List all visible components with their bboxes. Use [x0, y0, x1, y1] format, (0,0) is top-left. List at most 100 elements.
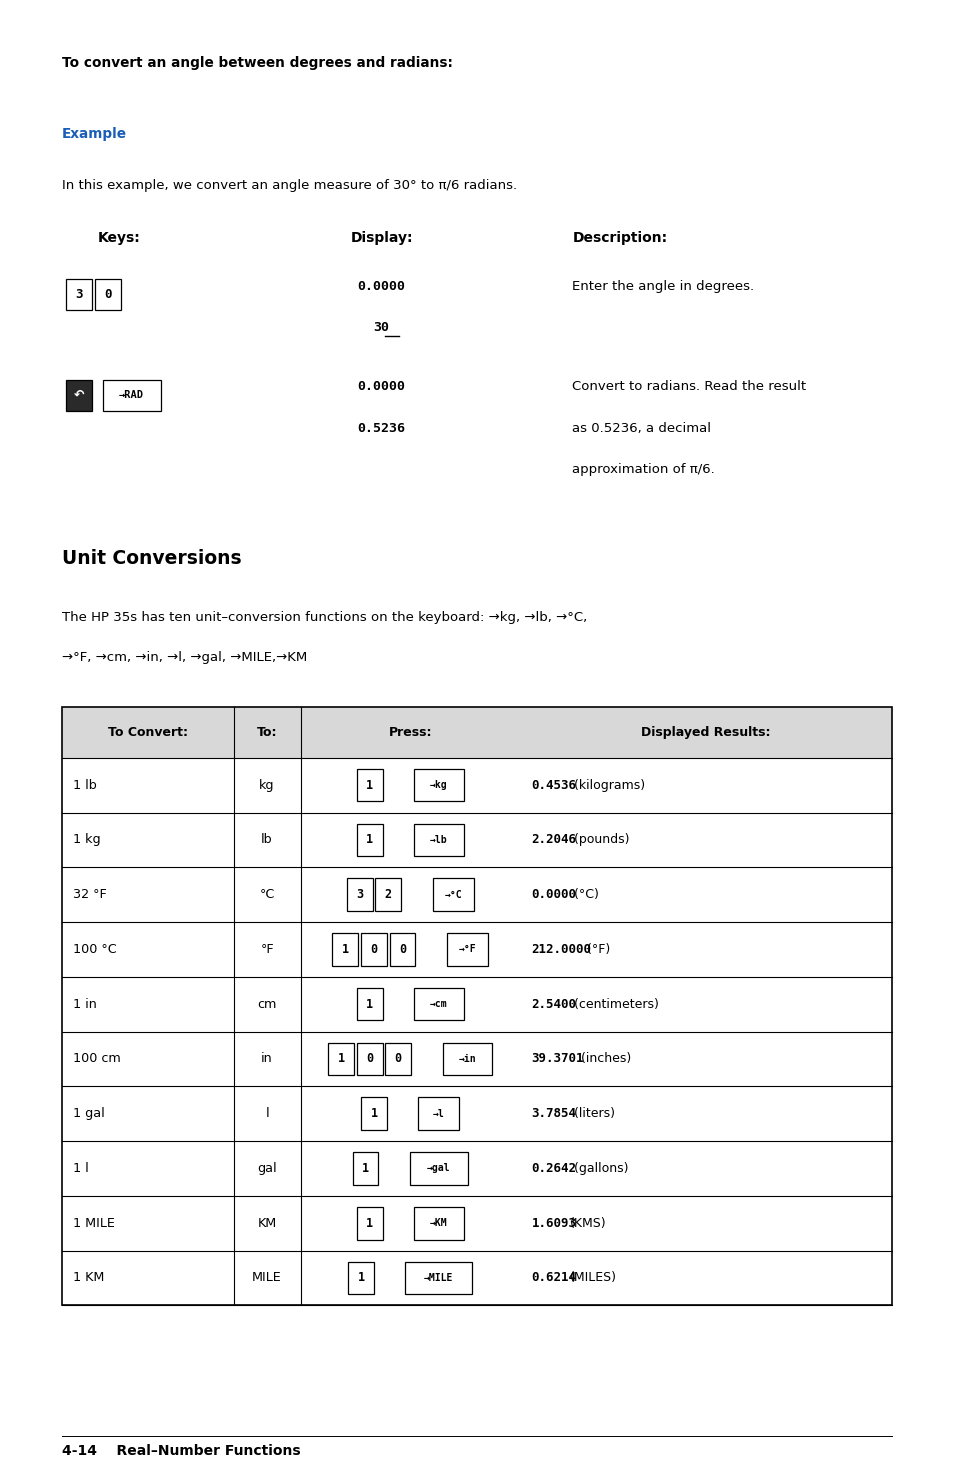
Text: To convert an angle between degrees and radians:: To convert an angle between degrees and …: [62, 56, 453, 70]
Text: 1: 1: [361, 1162, 369, 1175]
Text: 0.0000: 0.0000: [357, 280, 405, 293]
Text: 0.6214: 0.6214: [531, 1271, 576, 1285]
Text: 39.3701: 39.3701: [531, 1052, 583, 1066]
Text: 1 lb: 1 lb: [73, 778, 97, 792]
Text: 100 cm: 100 cm: [73, 1052, 121, 1066]
FancyBboxPatch shape: [442, 1043, 492, 1076]
Text: °F: °F: [260, 943, 274, 956]
Text: (pounds): (pounds): [570, 833, 629, 847]
Text: →°F, →cm, →in, →l, →gal, →MILE,→KM: →°F, →cm, →in, →l, →gal, →MILE,→KM: [62, 651, 307, 665]
Text: →l: →l: [433, 1109, 444, 1119]
Text: 1 KM: 1 KM: [73, 1271, 105, 1285]
Text: The HP 35s has ten unit–conversion functions on the keyboard: →kg, →lb, →°C,: The HP 35s has ten unit–conversion funct…: [62, 611, 587, 625]
FancyBboxPatch shape: [361, 934, 387, 966]
Text: Enter the angle in degrees.: Enter the angle in degrees.: [572, 280, 754, 293]
Text: 0: 0: [395, 1052, 401, 1066]
Text: 1: 1: [366, 833, 373, 847]
Text: 1 l: 1 l: [73, 1162, 90, 1175]
Text: kg: kg: [259, 778, 274, 792]
Text: →MILE: →MILE: [424, 1273, 453, 1283]
Text: 0: 0: [370, 943, 377, 956]
FancyBboxPatch shape: [356, 770, 382, 802]
FancyBboxPatch shape: [414, 989, 463, 1021]
Text: 0: 0: [366, 1052, 373, 1066]
Text: Keys:: Keys:: [98, 231, 140, 244]
Text: (centimeters): (centimeters): [570, 998, 659, 1011]
Text: (MILES): (MILES): [570, 1271, 617, 1285]
FancyBboxPatch shape: [103, 380, 160, 411]
Text: approximation of π/6.: approximation of π/6.: [572, 463, 715, 477]
Text: 0: 0: [398, 943, 406, 956]
Text: 3: 3: [75, 289, 83, 300]
Text: 1: 1: [366, 998, 373, 1011]
FancyBboxPatch shape: [360, 1098, 387, 1131]
Text: 1: 1: [337, 1052, 344, 1066]
Text: 100 °C: 100 °C: [73, 943, 117, 956]
Text: (gallons): (gallons): [570, 1162, 628, 1175]
Text: 1.6093: 1.6093: [531, 1217, 576, 1230]
Text: →cm: →cm: [430, 999, 447, 1009]
Text: →in: →in: [458, 1054, 476, 1064]
FancyBboxPatch shape: [347, 879, 373, 912]
Text: MILE: MILE: [252, 1271, 282, 1285]
Text: as 0.5236, a decimal: as 0.5236, a decimal: [572, 422, 711, 435]
Text: KM: KM: [257, 1217, 276, 1230]
Text: ↶: ↶: [73, 389, 85, 401]
Text: l: l: [265, 1107, 269, 1120]
Text: Unit Conversions: Unit Conversions: [62, 549, 241, 568]
Text: lb: lb: [261, 833, 273, 847]
Text: Press:: Press:: [388, 727, 432, 739]
Text: 1: 1: [341, 943, 349, 956]
Text: 212.0000: 212.0000: [531, 943, 591, 956]
Text: 30: 30: [374, 321, 389, 334]
FancyBboxPatch shape: [385, 1043, 411, 1076]
Text: 32 °F: 32 °F: [73, 888, 107, 901]
Text: (liters): (liters): [570, 1107, 615, 1120]
FancyBboxPatch shape: [433, 879, 474, 912]
Text: 1 kg: 1 kg: [73, 833, 101, 847]
FancyBboxPatch shape: [356, 1208, 382, 1240]
Text: →°F: →°F: [458, 944, 476, 955]
Text: 0.0000: 0.0000: [357, 380, 405, 394]
Text: 0: 0: [104, 289, 112, 300]
Text: gal: gal: [257, 1162, 276, 1175]
Text: Convert to radians. Read the result: Convert to radians. Read the result: [572, 380, 805, 394]
Text: 0.4536: 0.4536: [531, 778, 576, 792]
Text: 0.5236: 0.5236: [357, 422, 405, 435]
FancyBboxPatch shape: [356, 824, 382, 857]
FancyBboxPatch shape: [353, 1153, 377, 1185]
Text: 1: 1: [357, 1271, 364, 1285]
Text: 3.7854: 3.7854: [531, 1107, 576, 1120]
FancyBboxPatch shape: [414, 1208, 463, 1240]
Text: →KM: →KM: [430, 1218, 447, 1228]
Text: 2.2046: 2.2046: [531, 833, 576, 847]
FancyBboxPatch shape: [67, 280, 91, 311]
Text: →gal: →gal: [427, 1163, 450, 1174]
Text: 1: 1: [370, 1107, 377, 1120]
Text: 1 in: 1 in: [73, 998, 97, 1011]
Text: in: in: [261, 1052, 273, 1066]
Text: →RAD: →RAD: [119, 391, 144, 400]
FancyBboxPatch shape: [375, 879, 400, 912]
FancyBboxPatch shape: [405, 1262, 472, 1295]
FancyBboxPatch shape: [447, 934, 488, 966]
Text: 1 MILE: 1 MILE: [73, 1217, 115, 1230]
FancyBboxPatch shape: [418, 1098, 459, 1131]
Text: (KMS): (KMS): [570, 1217, 606, 1230]
Text: °C: °C: [259, 888, 274, 901]
FancyBboxPatch shape: [390, 934, 416, 966]
FancyBboxPatch shape: [356, 989, 382, 1021]
Text: 0.0000: 0.0000: [531, 888, 576, 901]
FancyBboxPatch shape: [410, 1153, 468, 1185]
FancyBboxPatch shape: [328, 1043, 354, 1076]
FancyBboxPatch shape: [348, 1262, 374, 1295]
Text: 2: 2: [384, 888, 392, 901]
Text: (°C): (°C): [570, 888, 598, 901]
Text: 1: 1: [366, 778, 373, 792]
Text: →kg: →kg: [430, 780, 447, 790]
Text: Display:: Display:: [350, 231, 413, 244]
Text: →°C: →°C: [444, 889, 461, 900]
Text: 1: 1: [366, 1217, 373, 1230]
Text: cm: cm: [257, 998, 276, 1011]
Text: →lb: →lb: [430, 835, 447, 845]
